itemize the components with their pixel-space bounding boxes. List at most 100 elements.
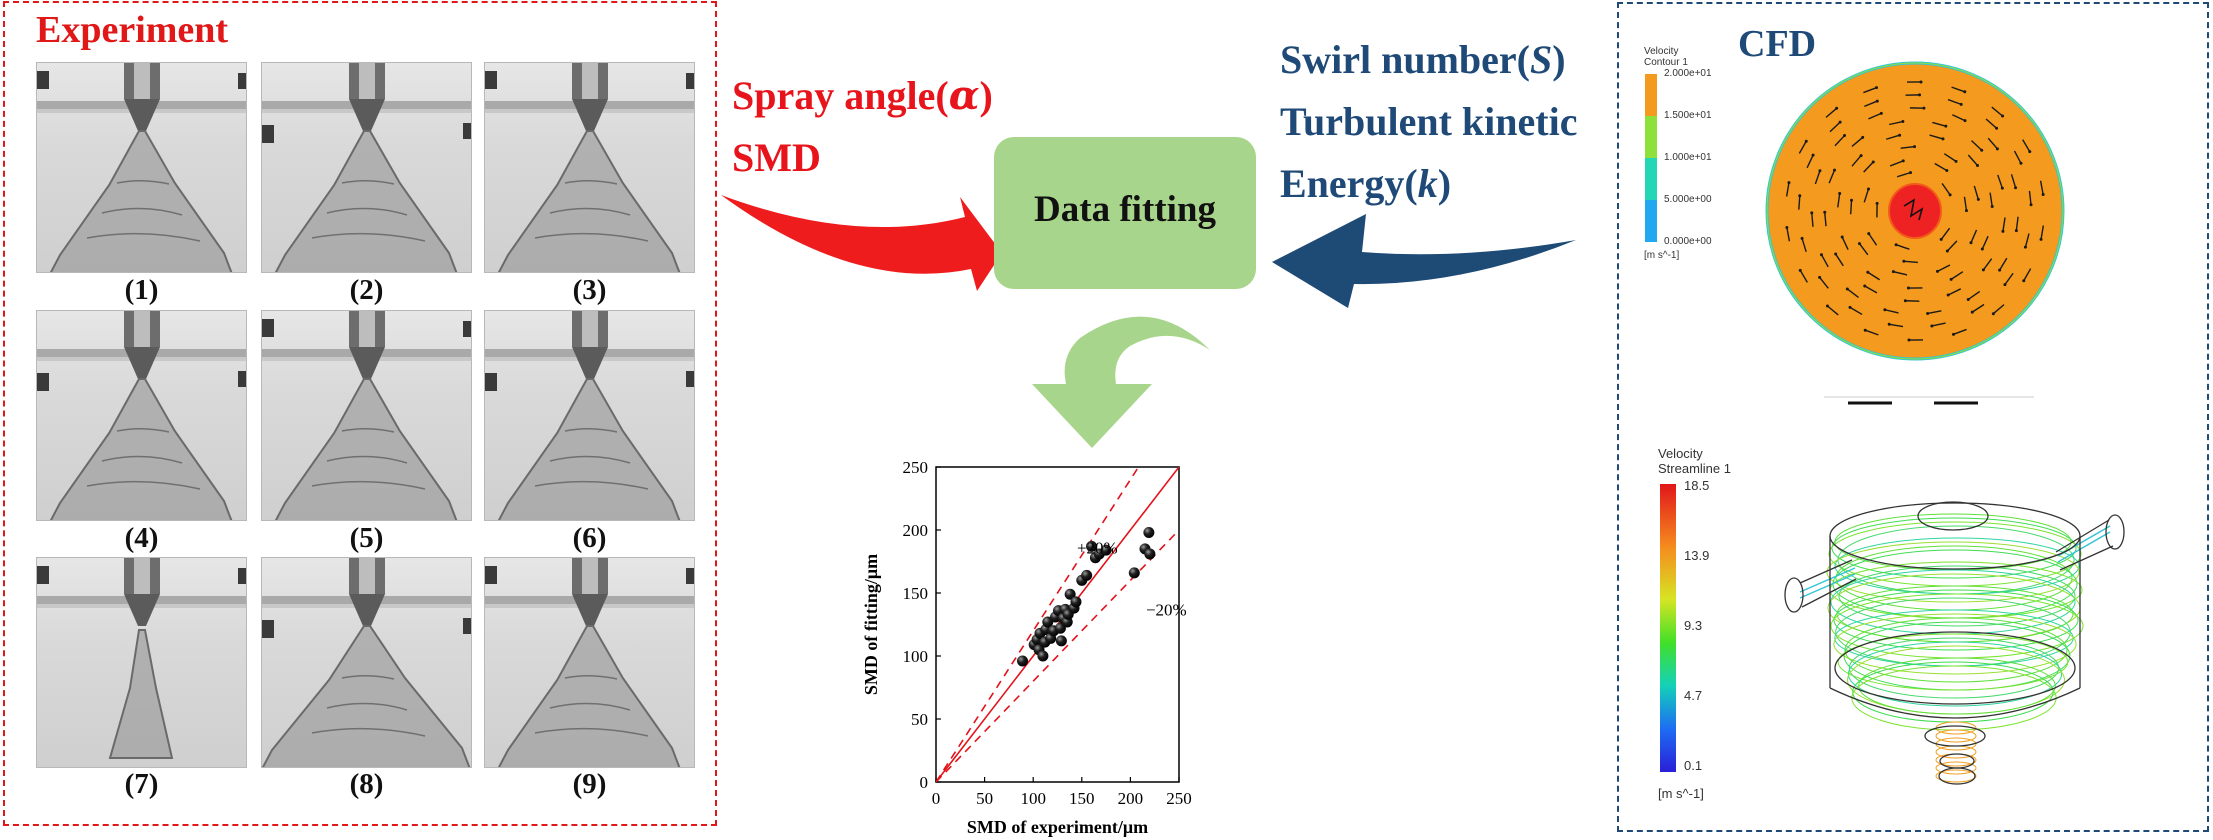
velocity-vector-head xyxy=(1955,160,1958,163)
spray-photo-label-2: (2) xyxy=(261,274,472,307)
velocity-vector-head xyxy=(1936,270,1939,273)
streamline xyxy=(1834,590,2078,650)
spray-photo-2 xyxy=(261,62,472,273)
spray-photo-6 xyxy=(484,310,695,521)
data-point xyxy=(1081,570,1092,581)
velocity-vector-head xyxy=(1995,127,1998,130)
velocity-vector-head xyxy=(1818,169,1821,172)
spray-photo-label-3: (3) xyxy=(484,274,695,307)
velocity-vector-head xyxy=(1913,145,1916,148)
velocity-vector-head xyxy=(1849,306,1852,309)
velocity-vector-head xyxy=(1991,205,1994,208)
velocity-vector-head xyxy=(1930,324,1933,327)
velocity-vector-head xyxy=(1949,193,1952,196)
velocity-vector-head xyxy=(1801,237,1804,240)
velocity-vector-head xyxy=(1996,147,1999,150)
right-input-turbulent-kinetic: Turbulent kinetic xyxy=(1280,98,1577,145)
velocity-vector-head xyxy=(1880,112,1883,115)
velocity-vector-head xyxy=(1922,107,1925,110)
velocity-vector-head xyxy=(1982,268,1985,271)
velocity-vector-head xyxy=(1963,119,1966,122)
velocity-vector-head xyxy=(1926,312,1929,315)
right-input-energy: Energy(k) xyxy=(1280,160,1451,207)
velocity-vector-head xyxy=(1950,278,1953,281)
velocity-vector-head xyxy=(1977,198,1980,201)
data-point xyxy=(1129,567,1140,578)
velocity-vector-head xyxy=(1833,169,1836,172)
contour-tick-label: 1.000e+01 xyxy=(1664,152,1712,163)
streamline-tick-label: 4.7 xyxy=(1684,688,1702,703)
velocity-vector-head xyxy=(1940,238,1943,241)
velocity-vector-head xyxy=(1835,107,1838,110)
velocity-vector-head xyxy=(1981,247,1984,250)
streamline-3d-plot xyxy=(1780,480,2126,800)
right-input-swirl-number: Swirl number(S) xyxy=(1280,36,1566,83)
x-tick-label: 100 xyxy=(1020,789,1045,808)
y-tick-label: 250 xyxy=(903,458,929,477)
velocity-vector-head xyxy=(1866,271,1869,274)
velocity-vector-head xyxy=(1805,140,1808,143)
contour-legend-title: Velocity Contour 1 xyxy=(1644,46,1688,68)
contour-tick-label: 5.000e+00 xyxy=(1664,194,1712,205)
x-tick-label: 150 xyxy=(1069,789,1095,808)
velocity-vector-head xyxy=(1944,125,1947,128)
velocity-vector-head xyxy=(1860,154,1863,157)
velocity-vector-head xyxy=(1980,149,1983,152)
velocity-vector-head xyxy=(2024,246,2027,249)
spray-photo-label-8: (8) xyxy=(261,768,472,801)
x-tick-label: 250 xyxy=(1166,789,1192,808)
experiment-title: Experiment xyxy=(36,8,228,52)
velocity-vector-head xyxy=(1942,137,1945,140)
data-point xyxy=(1143,527,1154,538)
spray-photo-label-4: (4) xyxy=(36,522,247,555)
velocity-vector-head xyxy=(2001,230,2004,233)
velocity-vector-head xyxy=(2022,279,2025,282)
spray-photo-1 xyxy=(36,62,247,273)
streamline-colorbar xyxy=(1660,484,1676,772)
velocity-vector-head xyxy=(1846,287,1849,290)
velocity-vector-head xyxy=(2003,283,2006,286)
velocity-vector-head xyxy=(1861,136,1864,139)
streamline xyxy=(1853,662,2054,722)
velocity-vector-head xyxy=(1909,171,1912,174)
velocity-vector-head xyxy=(1971,311,1974,314)
velocity-vector-head xyxy=(2001,115,2004,118)
velocity-vector-head xyxy=(2028,150,2031,153)
velocity-vector-head xyxy=(1876,100,1879,103)
velocity-vector-head xyxy=(1965,209,1968,212)
velocity-vector-head xyxy=(1812,154,1815,157)
y-axis-label: SMD of fitting/μm xyxy=(861,554,881,695)
spray-photo-9 xyxy=(484,557,695,768)
spray-photo-label-9: (9) xyxy=(484,768,695,801)
velocity-vector-head xyxy=(1960,103,1963,106)
velocity-vector-head xyxy=(1901,120,1904,123)
velocity-vector-head xyxy=(1895,243,1898,246)
contour-tick-label: 0.000e+00 xyxy=(1664,236,1712,247)
data-point xyxy=(1056,635,1067,646)
streamline-tick-label: 0.1 xyxy=(1684,758,1702,773)
streamline-legend-unit: [m s^-1] xyxy=(1658,786,1704,801)
velocity-vector-head xyxy=(1850,199,1853,202)
velocity-vector-head xyxy=(1969,241,1972,244)
velocity-vector-head xyxy=(1952,333,1955,336)
data-point xyxy=(1017,656,1028,667)
contour-tick-label: 2.000e+01 xyxy=(1664,68,1712,79)
spray-photo-5 xyxy=(261,310,472,521)
streamline-tick-label: 13.9 xyxy=(1684,548,1709,563)
velocity-vector-head xyxy=(1920,80,1923,83)
velocity-vector-head xyxy=(1810,211,1813,214)
velocity-vector xyxy=(1851,200,1852,214)
velocity-vector xyxy=(1799,196,1800,210)
velocity-vector-head xyxy=(1907,287,1910,290)
contour-colorbar-segment xyxy=(1645,158,1657,200)
streamline xyxy=(1827,542,2079,602)
velocity-vector-head xyxy=(1918,93,1921,96)
y-tick-label: 200 xyxy=(903,521,929,540)
velocity-vector-head xyxy=(1863,284,1866,287)
velocity-vector-head xyxy=(1967,298,1970,301)
velocity-vector-head xyxy=(2001,187,2004,190)
left-input-spray-angle: Spray angle(α) xyxy=(732,72,993,119)
y-tick-label: 50 xyxy=(911,710,928,729)
y-tick-label: 100 xyxy=(903,647,929,666)
velocity-vector-head xyxy=(1785,226,1788,229)
